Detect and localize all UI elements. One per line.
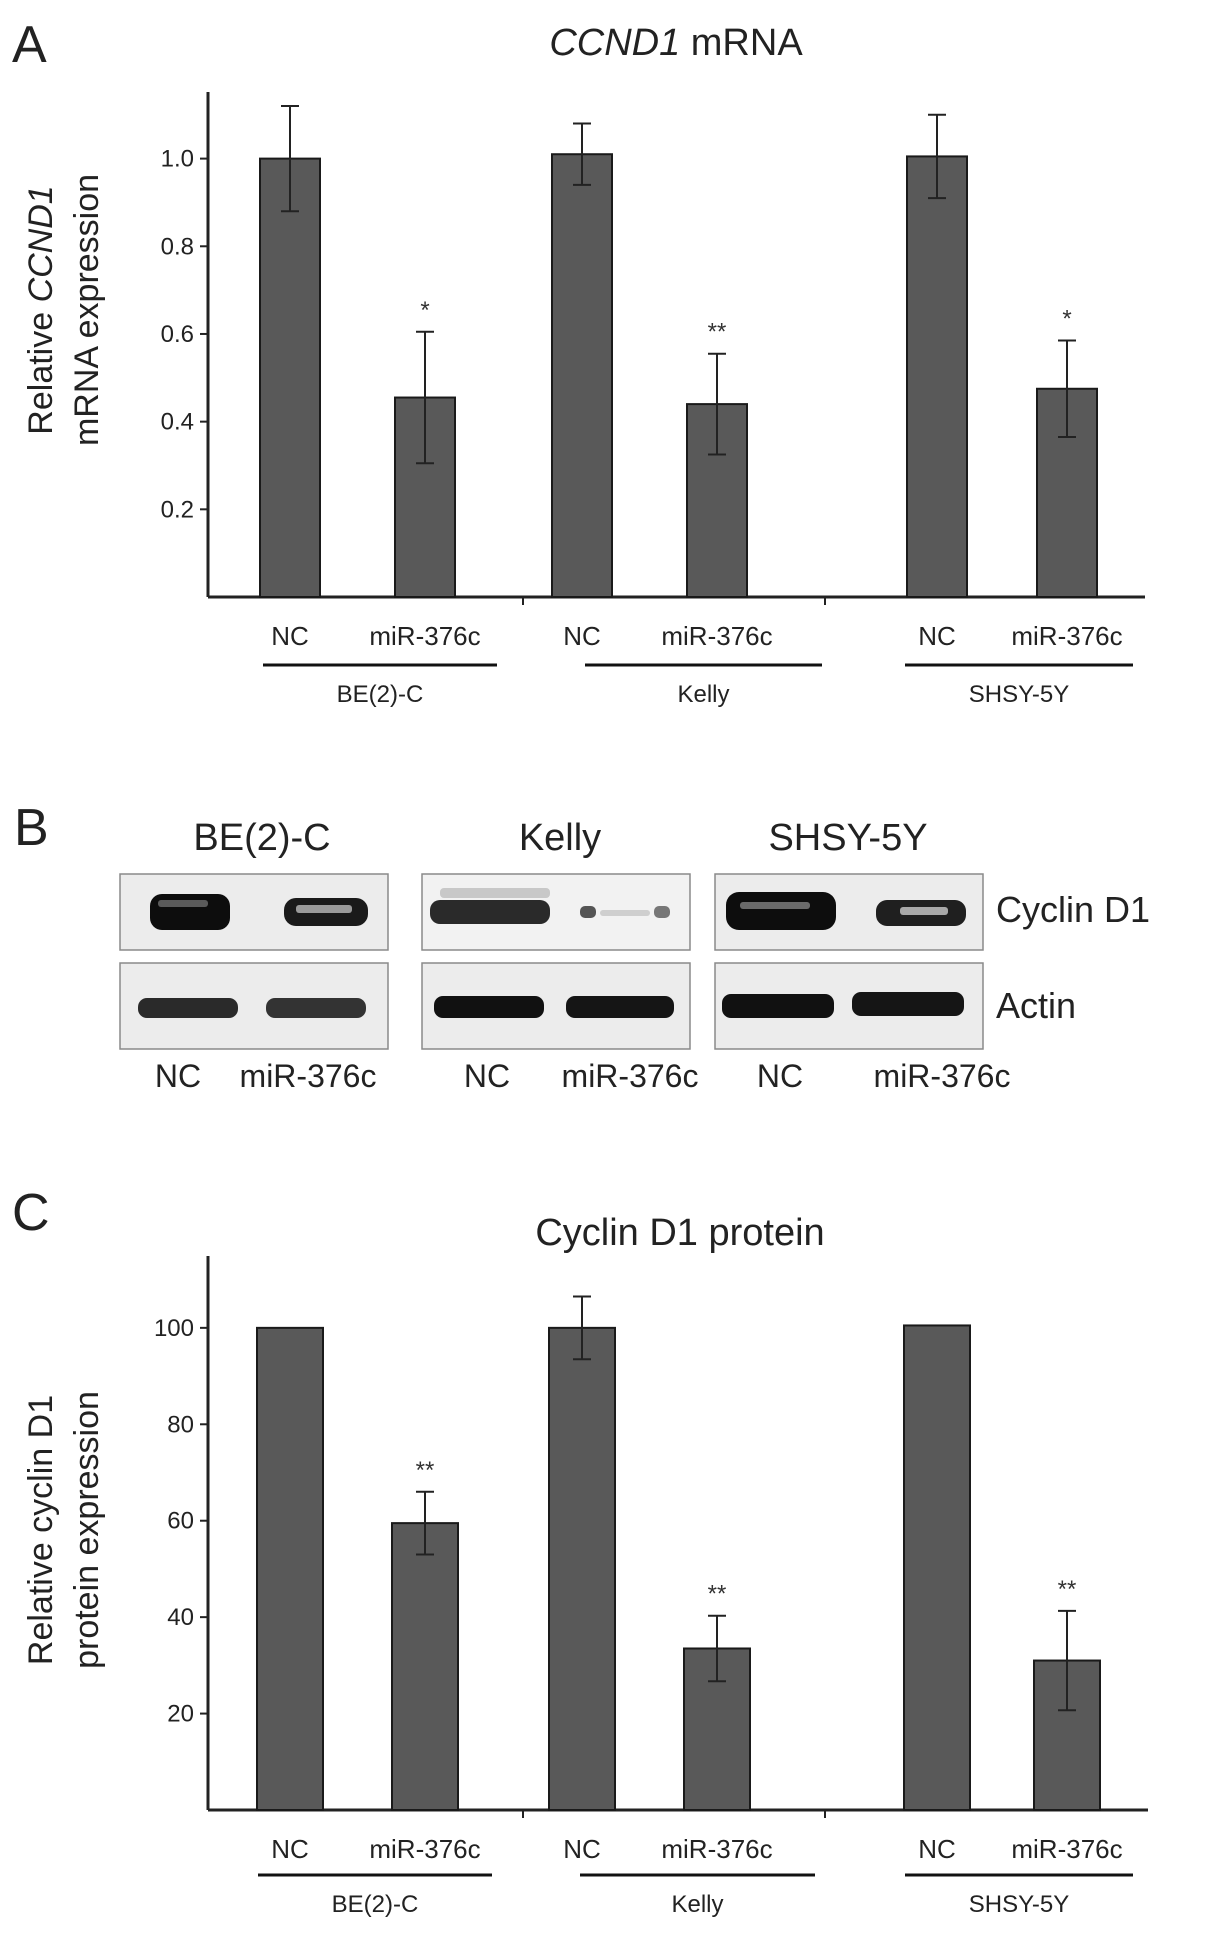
group-label: SHSY-5Y — [969, 1891, 1070, 1918]
chart-a: 0.2 0.4 0.6 0.8 1.0 NC * miR-376c NC ** miR-376c NC… — [161, 92, 1145, 708]
blot-actin-kelly — [421, 962, 691, 1050]
group-label: SHSY-5Y — [969, 681, 1070, 708]
category-label: miR-376c — [1011, 621, 1122, 651]
chart-a-ylabel-italic: CCND1 — [22, 185, 60, 302]
blot-lane-label: miR-376c — [562, 1058, 699, 1094]
blot-lane-label: NC — [155, 1058, 201, 1094]
blot-lane-label: miR-376c — [240, 1058, 377, 1094]
y-tick-label: 0.6 — [161, 321, 194, 348]
category-label: NC — [563, 1834, 601, 1864]
blot-actin-shsy5y — [714, 962, 984, 1050]
blot-lane-label: NC — [757, 1058, 803, 1094]
y-tick-label: 0.8 — [161, 233, 194, 260]
chart-a-ylabel-plain: Relative — [22, 302, 60, 434]
significance-marker: * — [1062, 306, 1071, 333]
panel-label-c: C — [12, 1184, 50, 1242]
category-label: miR-376c — [661, 1834, 772, 1864]
significance-marker: ** — [416, 1457, 435, 1484]
chart-c-ylabel-line1: Relative cyclin D1 — [22, 1395, 60, 1665]
blot-lane-label: miR-376c — [874, 1058, 1011, 1094]
chart-a-title: CCND1 mRNA — [549, 22, 803, 64]
chart-a-title-rest: mRNA — [680, 22, 803, 64]
category-label: NC — [271, 1834, 309, 1864]
bar — [906, 155, 968, 598]
category-label: NC — [563, 621, 601, 651]
blot-cellline-kelly: Kelly — [519, 817, 601, 859]
bar — [903, 1324, 971, 1811]
panel-label-a: A — [12, 16, 47, 74]
blot-lane-label: NC — [464, 1058, 510, 1094]
y-tick-label: 20 — [167, 1701, 194, 1728]
category-label: miR-376c — [369, 621, 480, 651]
chart-c-title: Cyclin D1 protein — [535, 1212, 824, 1254]
panel-label-b: B — [14, 799, 49, 857]
blot-cyclin-shsy5y — [714, 873, 984, 951]
category-label: NC — [271, 621, 309, 651]
y-tick-label: 60 — [167, 1508, 194, 1535]
category-label: NC — [918, 621, 956, 651]
bar — [256, 1326, 324, 1812]
chart-a-ylabel-line1: Relative CCND1 — [22, 185, 60, 434]
y-tick-label: 0.4 — [161, 409, 194, 436]
category-label: miR-376c — [661, 621, 772, 651]
category-label: NC — [918, 1834, 956, 1864]
y-tick-label: 0.2 — [161, 496, 194, 523]
group-label: BE(2)-C — [337, 681, 424, 708]
bar — [551, 153, 613, 599]
blot-row-actin: Actin — [996, 985, 1076, 1026]
significance-marker: ** — [1058, 1576, 1077, 1603]
chart-a-title-italic: CCND1 — [549, 22, 680, 64]
group-label: Kelly — [671, 1891, 723, 1918]
group-label: Kelly — [677, 681, 729, 708]
significance-marker: ** — [708, 1581, 727, 1608]
blot-cyclin-kelly — [421, 873, 691, 951]
bar — [391, 1522, 459, 1811]
category-label: miR-376c — [369, 1834, 480, 1864]
y-tick-label: 1.0 — [161, 146, 194, 173]
y-tick-label: 40 — [167, 1604, 194, 1631]
bar — [548, 1326, 616, 1812]
y-tick-label: 80 — [167, 1411, 194, 1438]
blot-cyclin-be2c — [119, 873, 389, 951]
blot-cellline-shsy5y: SHSY-5Y — [768, 817, 927, 859]
y-tick-label: 100 — [154, 1315, 194, 1342]
bar — [259, 157, 321, 598]
significance-marker: ** — [708, 319, 727, 346]
chart-c-ylabel-line2: protein expression — [68, 1391, 106, 1669]
significance-marker: * — [420, 297, 429, 324]
chart-c: 20 40 60 80 100 NC ** miR-376c NC ** miR-376c NC ** m… — [154, 1256, 1148, 1918]
blot-actin-be2c — [119, 962, 389, 1050]
blot-row-cyclin-d1: Cyclin D1 — [996, 889, 1150, 930]
group-label: BE(2)-C — [332, 1891, 419, 1918]
chart-a-ylabel-line2: mRNA expression — [68, 174, 106, 446]
blot-cellline-be2c: BE(2)-C — [193, 817, 330, 859]
category-label: miR-376c — [1011, 1834, 1122, 1864]
